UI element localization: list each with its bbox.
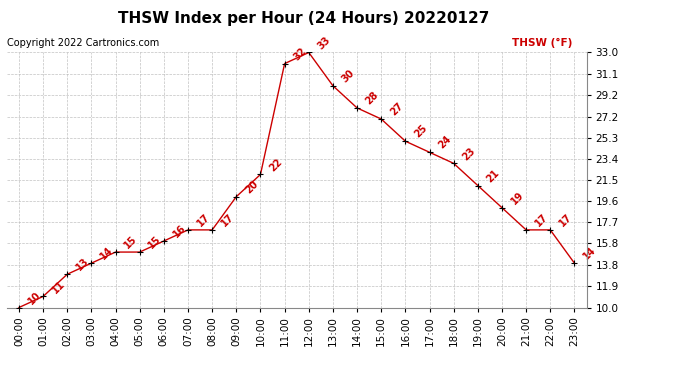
Text: 17: 17	[558, 212, 574, 228]
Text: 14: 14	[582, 245, 598, 262]
Text: 27: 27	[388, 101, 405, 118]
Text: THSW Index per Hour (24 Hours) 20220127: THSW Index per Hour (24 Hours) 20220127	[118, 11, 489, 26]
Text: 19: 19	[509, 190, 526, 206]
Text: 17: 17	[195, 212, 212, 228]
Text: 28: 28	[364, 90, 381, 106]
Text: 30: 30	[340, 68, 357, 84]
Text: 20: 20	[244, 178, 260, 195]
Text: 10: 10	[26, 290, 43, 306]
Text: 25: 25	[413, 123, 429, 140]
Text: 32: 32	[292, 46, 308, 62]
Text: 14: 14	[99, 245, 115, 262]
Text: THSW (°F): THSW (°F)	[512, 38, 573, 48]
Text: 33: 33	[316, 34, 333, 51]
Text: 22: 22	[268, 156, 284, 173]
Text: 11: 11	[50, 278, 67, 295]
Text: 15: 15	[123, 234, 139, 250]
Text: 23: 23	[461, 146, 477, 162]
Text: 21: 21	[485, 168, 502, 184]
Text: 17: 17	[219, 212, 236, 228]
Text: 13: 13	[75, 256, 91, 273]
Text: 15: 15	[147, 234, 164, 250]
Text: 17: 17	[533, 212, 550, 228]
Text: Copyright 2022 Cartronics.com: Copyright 2022 Cartronics.com	[7, 38, 159, 48]
Text: 16: 16	[171, 223, 188, 240]
Text: 24: 24	[437, 134, 453, 151]
